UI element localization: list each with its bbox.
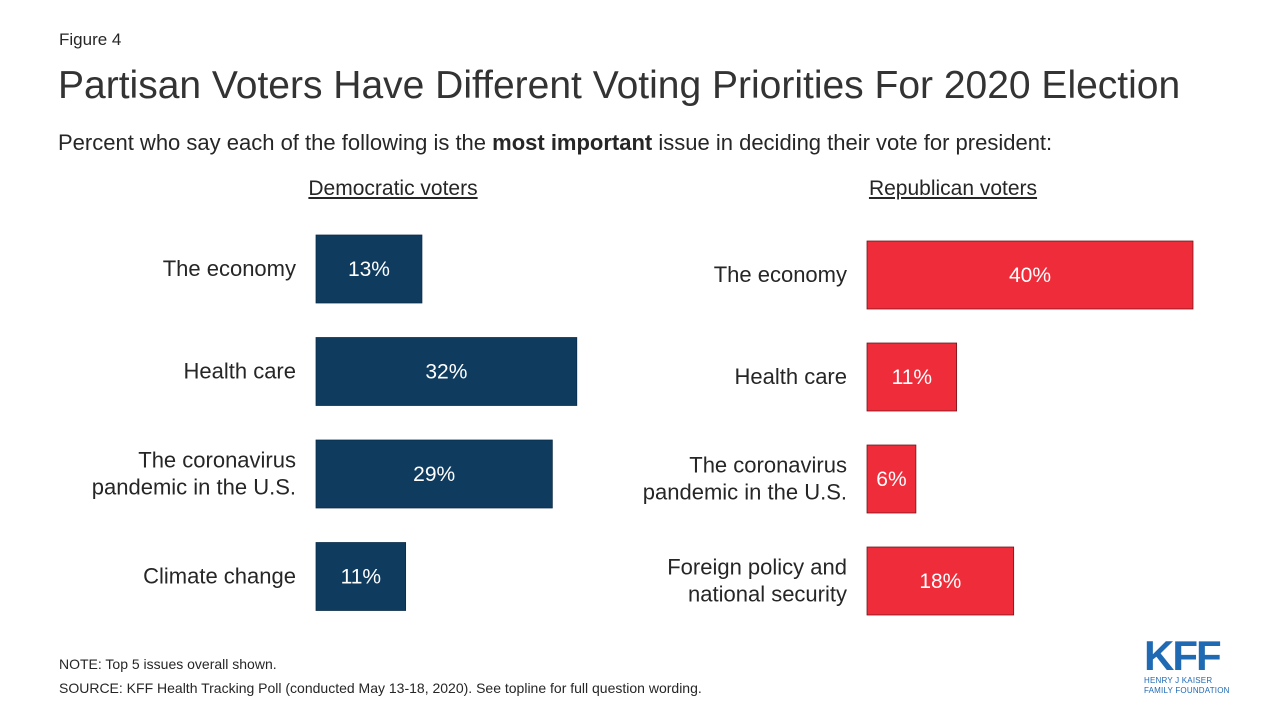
kff-logo-line1: HENRY J KAISER	[1144, 676, 1213, 685]
dem-bar-3	[315, 542, 407, 611]
rep-bar-1	[866, 342, 958, 412]
rep-value-label-3: 18%	[919, 570, 961, 593]
dem-category-label-2: The coronavirus pandemic in the U.S.	[92, 448, 296, 500]
dem-value-label-3: 11%	[341, 566, 381, 589]
figure-label: Figure 4	[59, 30, 122, 49]
dem-bar-1	[315, 337, 578, 406]
republican-panel-title: Republican voters	[868, 177, 1038, 200]
dem-category-label-3: Climate change	[143, 564, 296, 589]
dem-category-label-1: Health care	[183, 359, 296, 384]
note-text: NOTE: Top 5 issues overall shown.	[59, 656, 277, 672]
rep-value-label-0: 40%	[1009, 264, 1051, 287]
dem-value-label-2: 29%	[413, 463, 455, 486]
dem-value-label-1: 32%	[425, 361, 467, 384]
kff-logo: KFF HENRY J KAISER FAMILY FOUNDATION	[1144, 632, 1236, 698]
rep-bar-3	[866, 546, 1015, 616]
subtitle-text-bold: most important	[492, 130, 653, 155]
rep-category-label-2: The coronavirus pandemic in the U.S.	[643, 453, 847, 505]
rep-value-label-1: 11%	[892, 366, 932, 389]
rep-category-label-3: Foreign policy and national security	[667, 555, 847, 607]
kff-logo-line2: FAMILY FOUNDATION	[1144, 686, 1230, 695]
chart-title: Partisan Voters Have Different Voting Pr…	[58, 64, 1181, 107]
rep-category-label-0: The economy	[714, 262, 847, 287]
rep-bar-0	[866, 240, 1194, 310]
subtitle-text-before: Percent who say each of the following is…	[58, 130, 493, 155]
dem-bar-0	[315, 234, 423, 304]
democratic-panel-title: Democratic voters	[308, 177, 478, 200]
subtitle-text-after: issue in deciding their vote for preside…	[652, 130, 1053, 155]
source-text: SOURCE: KFF Health Tracking Poll (conduc…	[59, 680, 702, 696]
kff-logo-wordmark: KFF	[1144, 632, 1222, 679]
dem-category-label-0: The economy	[163, 256, 296, 281]
rep-category-label-1: Health care	[734, 364, 847, 389]
dem-value-label-0: 13%	[348, 258, 390, 281]
rep-bar-2	[866, 444, 917, 514]
dem-bar-2	[315, 439, 553, 509]
rep-value-label-2: 6%	[876, 468, 906, 491]
chart-subtitle: Percent who say each of the following is…	[58, 130, 1052, 156]
